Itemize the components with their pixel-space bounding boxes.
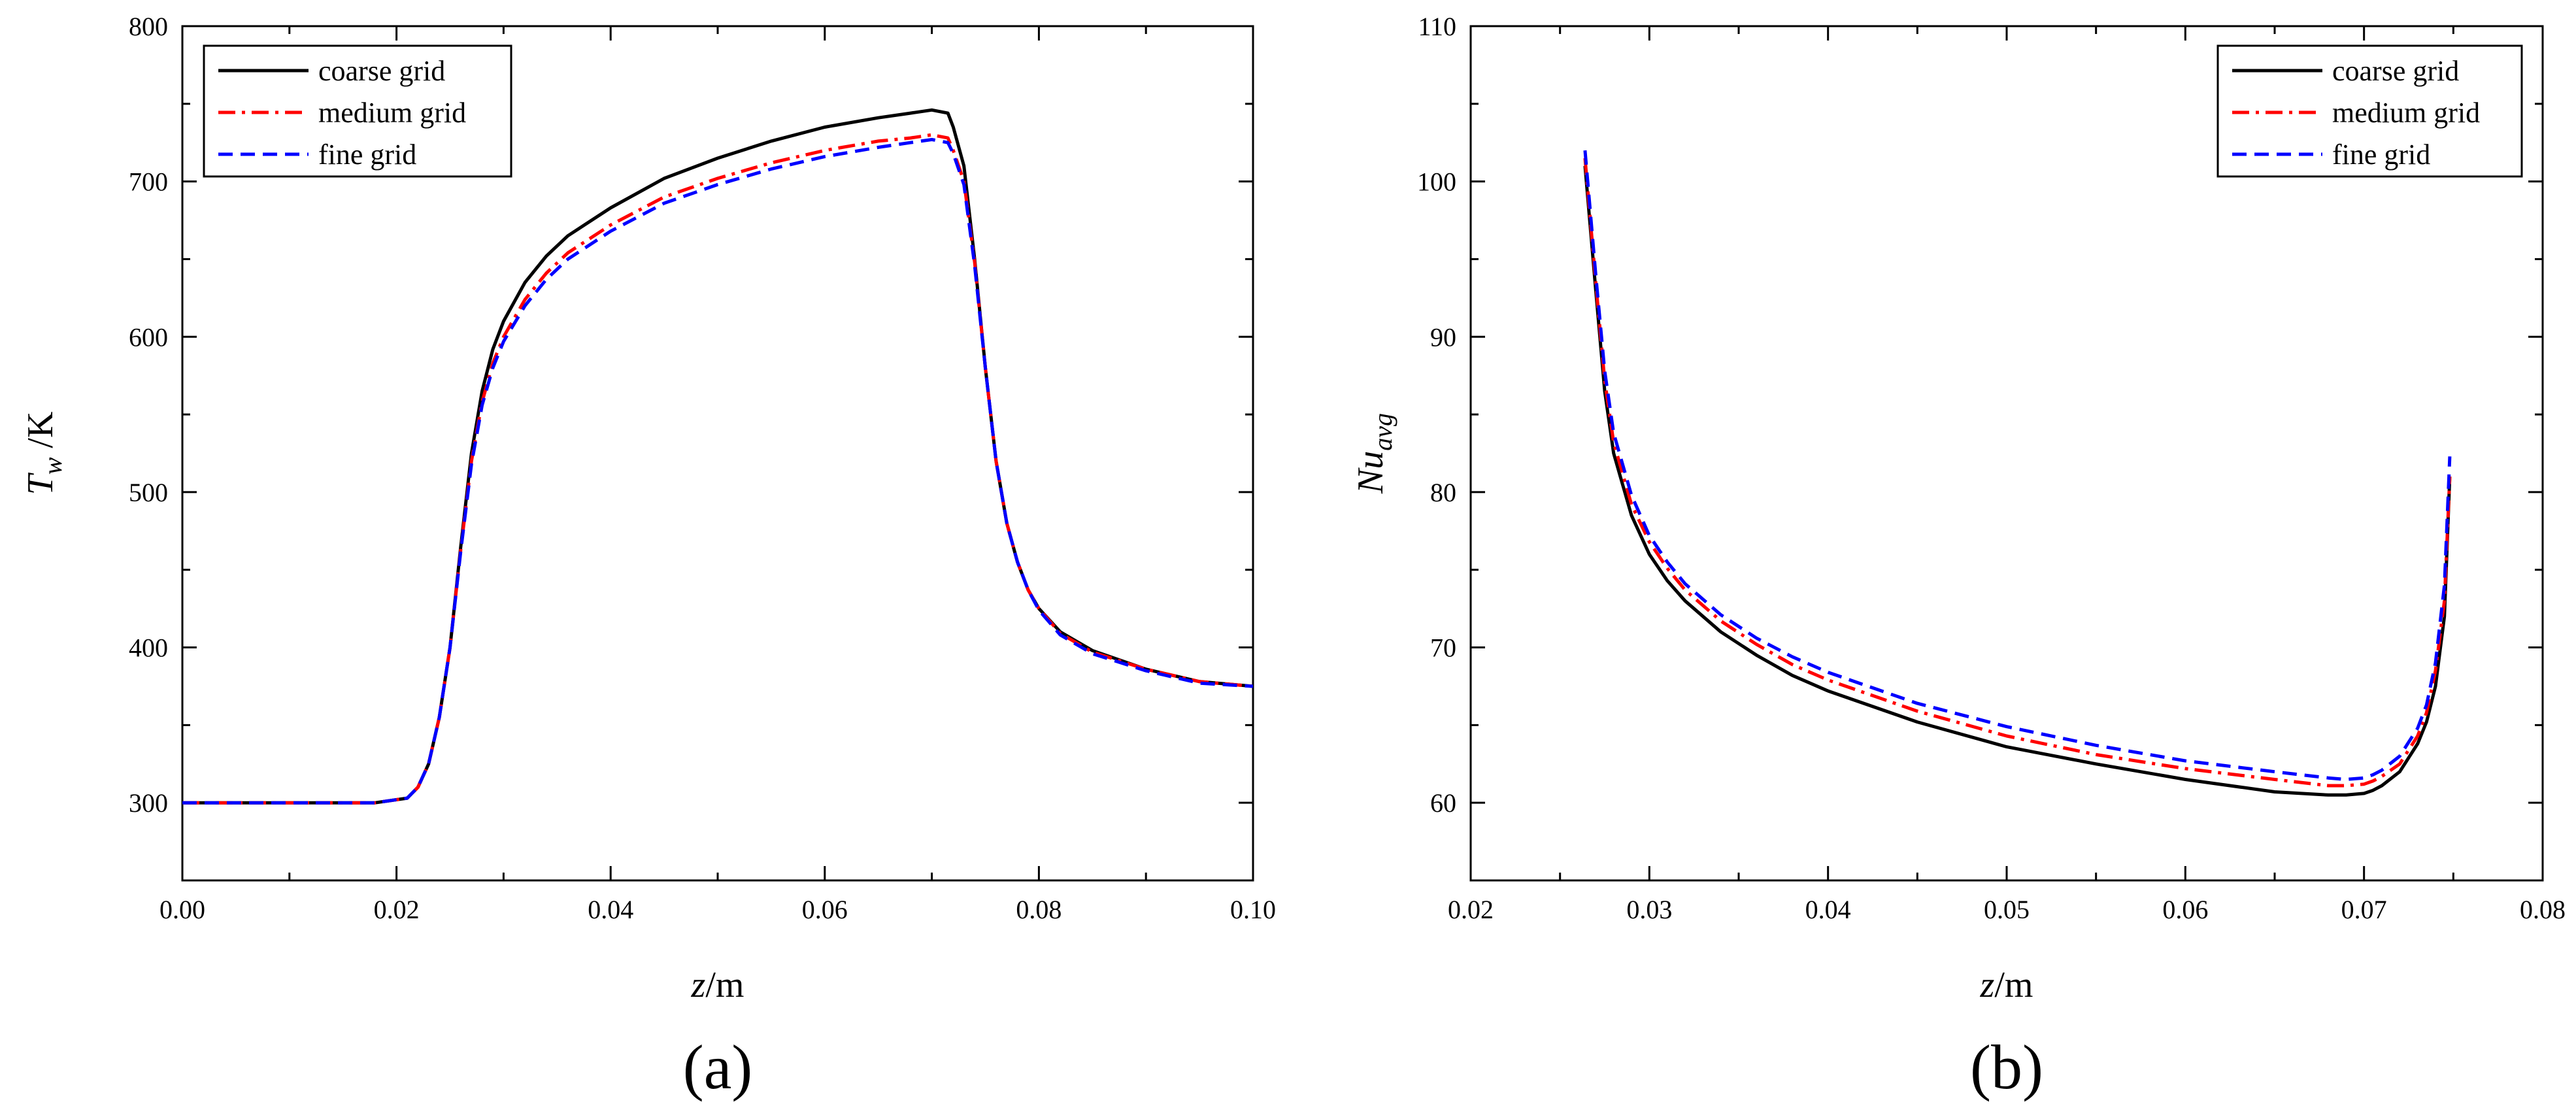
x-tick-label: 0.06	[802, 895, 848, 924]
series-line-medium-grid	[182, 133, 1253, 805]
y-tick-label: 110	[1418, 12, 1456, 41]
y-tick-label: 100	[1417, 167, 1456, 197]
x-tick-label: 0.02	[374, 895, 420, 924]
y-axis-subscript: avg	[1368, 413, 1397, 451]
x-tick-label: 0.02	[1448, 895, 1494, 924]
series-line-coarse-grid	[1583, 165, 2452, 797]
y-tick-label: 90	[1430, 322, 1456, 352]
legend-label: medium grid	[2332, 97, 2480, 129]
panel-label: (b)	[1970, 1032, 2043, 1102]
series-line-fine-grid	[182, 138, 1253, 805]
y-axis-subscript: w	[38, 457, 67, 475]
y-tick-label: 70	[1430, 633, 1456, 663]
panel-label: (a)	[683, 1032, 753, 1102]
y-tick-label: 600	[129, 322, 168, 352]
x-axis-unit: /m	[1994, 965, 2033, 1005]
y-tick-label: 700	[129, 167, 168, 197]
x-tick-label: 0.08	[1016, 895, 1062, 924]
panel-a: 0.00 0.02 0.04 0.06 0.08 0.10 300 400 500 600 700 8…	[20, 12, 1276, 1102]
y-axis-unit: /K	[20, 412, 61, 458]
series-line-coarse-grid	[182, 108, 1253, 805]
y-tick-label: 80	[1430, 478, 1456, 507]
legend-label: fine grid	[318, 139, 416, 171]
x-tick-label: 0.06	[2162, 895, 2208, 924]
x-tick-label: 0.10	[1230, 895, 1276, 924]
y-tick-label: 400	[129, 633, 168, 663]
y-axis-title: Nuavg	[1350, 413, 1397, 494]
y-axis-var: T	[20, 472, 61, 495]
y-axis-var: Nu	[1350, 451, 1391, 494]
panel-b: 0.02 0.03 0.04 0.05 0.06 0.07 0.08 60 70 80 90 100 1…	[1350, 12, 2566, 1102]
y-tick-label: 60	[1430, 788, 1456, 818]
series-line-fine-grid	[1583, 150, 2452, 781]
legend: coarse grid medium grid fine grid	[203, 44, 512, 178]
x-axis-unit: /m	[705, 965, 744, 1005]
x-tick-label: 0.04	[1805, 895, 1851, 924]
x-tick-label: 0.04	[588, 895, 633, 924]
y-tick-label: 500	[129, 478, 168, 507]
x-tick-label: 0.05	[1984, 895, 2030, 924]
y-tick-label: 300	[129, 788, 168, 818]
x-tick-label: 0.07	[2341, 895, 2387, 924]
series-line-medium-grid	[1583, 158, 2452, 788]
legend: coarse grid medium grid fine grid	[2216, 44, 2523, 178]
legend-label: fine grid	[2332, 139, 2430, 171]
y-tick-label: 800	[129, 12, 168, 41]
legend-label: coarse grid	[2332, 55, 2459, 87]
x-axis-var: z	[691, 965, 706, 1005]
x-axis-title: z/m	[1980, 965, 2033, 1005]
x-axis-var: z	[1980, 965, 1995, 1005]
x-tick-label: 0.08	[2520, 895, 2566, 924]
y-axis-title: Tw /K	[20, 412, 67, 495]
legend-label: medium grid	[318, 97, 466, 129]
x-tick-label: 0.00	[159, 895, 205, 924]
legend-label: coarse grid	[318, 55, 445, 87]
x-tick-label: 0.03	[1626, 895, 1672, 924]
x-axis-title: z/m	[691, 965, 744, 1005]
